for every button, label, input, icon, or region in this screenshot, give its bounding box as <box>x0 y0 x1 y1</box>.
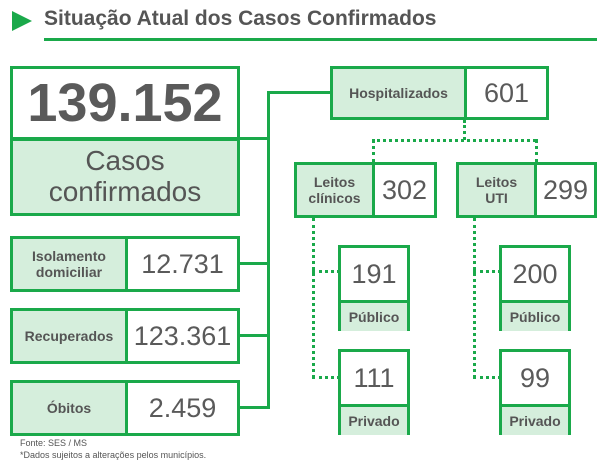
page-title: Situação Atual dos Casos Confirmados <box>44 7 437 30</box>
icu-beds-label-line2: UTI <box>485 190 508 206</box>
clinical-private-label: Privado <box>348 412 400 429</box>
connector-confirmed <box>240 137 270 140</box>
icu-private-card: 99 Privado <box>499 349 571 435</box>
clinical-private-card: 111 Privado <box>338 349 410 435</box>
dotted-clinical-private <box>312 376 340 379</box>
clinical-beds-label-box: Leitos clínicos <box>294 162 375 218</box>
recovered-label-box: Recuperados <box>10 308 128 364</box>
isolation-label-line2: domiciliar <box>35 264 103 280</box>
clinical-private-value-area: 111 <box>341 352 407 404</box>
clinical-public-label: Público <box>348 308 400 325</box>
clinical-beds-value: 302 <box>381 174 428 205</box>
footer-note: *Dados sujeitos a alterações pelos munic… <box>20 450 207 460</box>
recovered-label: Recuperados <box>24 327 114 344</box>
icu-public-value-area: 200 <box>502 248 568 300</box>
dotted-icu-trunk <box>473 218 476 378</box>
recovered-value-box: 123.361 <box>125 308 240 364</box>
isolation-value-box: 12.731 <box>125 236 240 292</box>
header-arrow-icon <box>12 11 32 31</box>
clinical-private-value: 111 <box>353 362 395 393</box>
connector-deaths <box>240 406 270 409</box>
connector-hospitalized <box>267 91 331 94</box>
icu-public-value: 200 <box>512 258 558 289</box>
title-underline <box>44 38 597 41</box>
deaths-label: Óbitos <box>46 399 92 416</box>
dotted-icu-down <box>535 139 538 163</box>
icu-beds-label-line1: Leitos <box>475 173 518 190</box>
hospitalized-label: Hospitalizados <box>349 84 448 101</box>
clinical-public-card: 191 Público <box>338 245 410 331</box>
dotted-clinical-trunk <box>312 218 315 378</box>
dotted-icu-private <box>473 376 501 379</box>
hospitalized-value: 601 <box>483 77 530 108</box>
deaths-label-box: Óbitos <box>10 380 128 436</box>
icu-private-value: 99 <box>519 362 551 393</box>
clinical-private-label-area: Privado <box>341 404 407 435</box>
confirmed-label-box: Casos confirmados <box>10 138 240 216</box>
icu-public-label-area: Público <box>502 300 568 331</box>
connector-isolation <box>240 262 270 265</box>
clinical-beds-label-line1: Leitos <box>313 173 356 190</box>
dotted-beds-bar <box>372 139 536 142</box>
hospitalized-label-box: Hospitalizados <box>330 66 467 120</box>
isolation-label-box: Isolamento domiciliar <box>10 236 128 292</box>
footer-source: Fonte: SES / MS <box>20 438 88 448</box>
isolation-label-line1: Isolamento <box>32 247 106 264</box>
icu-private-value-area: 99 <box>502 352 568 404</box>
icu-public-label: Público <box>509 308 561 325</box>
deaths-value-box: 2.459 <box>125 380 240 436</box>
clinical-public-value: 191 <box>351 258 397 289</box>
icu-public-card: 200 Público <box>499 245 571 331</box>
deaths-value: 2.459 <box>148 392 217 423</box>
connector-trunk <box>267 91 270 409</box>
hospitalized-value-box: 601 <box>464 66 549 120</box>
icu-private-label: Privado <box>509 412 561 429</box>
icu-beds-label-box: Leitos UTI <box>456 162 537 218</box>
dotted-hosp-down <box>463 120 466 140</box>
connector-recovered <box>240 334 270 337</box>
clinical-public-value-area: 191 <box>341 248 407 300</box>
icu-beds-value: 299 <box>542 174 589 205</box>
clinical-beds-value-box: 302 <box>372 162 437 218</box>
clinical-public-label-area: Público <box>341 300 407 331</box>
icu-beds-value-box: 299 <box>534 162 597 218</box>
icu-private-label-area: Privado <box>502 404 568 435</box>
confirmed-label-line1: Casos <box>85 145 165 177</box>
confirmed-value-box: 139.152 <box>10 66 240 140</box>
dotted-clinical-public <box>312 270 340 273</box>
dotted-clinical-down <box>372 139 375 163</box>
confirmed-label-line2: confirmados <box>48 176 202 207</box>
recovered-value: 123.361 <box>133 320 232 351</box>
clinical-beds-label-line2: clínicos <box>308 190 361 206</box>
confirmed-value: 139.152 <box>27 73 223 133</box>
dotted-icu-public <box>473 270 501 273</box>
isolation-value: 12.731 <box>141 248 224 279</box>
